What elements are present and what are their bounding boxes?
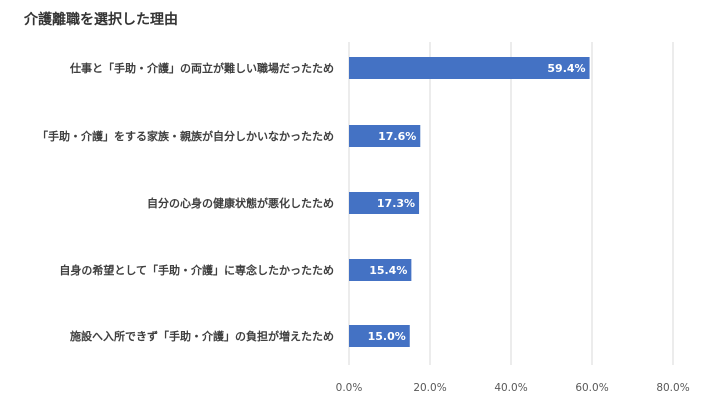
x-tick-label: 40.0% — [494, 382, 527, 394]
data-label: 15.0% — [368, 330, 406, 343]
chart-title: 介護離職を選択した理由 — [24, 12, 178, 28]
data-label: 59.4% — [547, 62, 585, 75]
bar — [349, 125, 421, 147]
x-tick-label: 20.0% — [413, 382, 446, 394]
data-label: 15.4% — [369, 264, 407, 277]
x-tick-label: 60.0% — [575, 382, 608, 394]
category-label: 自分の心身の健康状態が悪化したため — [147, 196, 334, 210]
category-label: 施設へ入所できず「手助・介護」の負担が増えたため — [70, 329, 334, 343]
data-label: 17.3% — [377, 197, 415, 210]
label-layer: 仕事と「手助・介護」の両立が難しい職場だったため 59.4% 「手助・介護」をする家… — [37, 61, 586, 343]
x-tick-label: 0.0% — [336, 382, 363, 394]
bar — [349, 57, 590, 79]
bar — [349, 325, 410, 347]
category-label: 「手助・介護」をする家族・親族が自分しかいなかったため — [37, 129, 334, 143]
category-label: 自身の希望として「手助・介護」に専念したかったため — [59, 263, 334, 277]
bar — [349, 192, 420, 214]
x-tick-label: 80.0% — [656, 382, 689, 394]
tick-layer: 0.0% 20.0% 40.0% 60.0% 80.0% — [336, 382, 690, 394]
category-label: 仕事と「手助・介護」の両立が難しい職場だったため — [69, 61, 334, 75]
data-label: 17.6% — [378, 130, 416, 143]
bar-layer — [349, 57, 590, 347]
bar — [349, 259, 412, 281]
